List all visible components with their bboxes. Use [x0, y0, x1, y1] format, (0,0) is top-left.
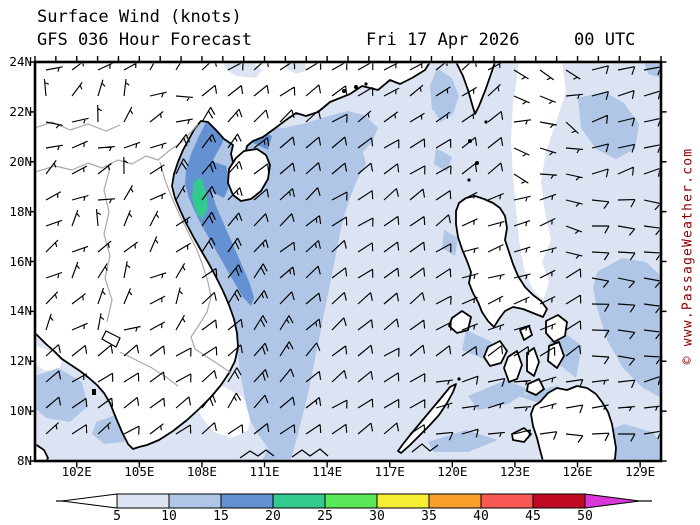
babuyan-islet-3	[467, 178, 471, 182]
colorbar-label-20: 20	[265, 509, 281, 524]
colorbar-over-arrow	[584, 493, 641, 509]
bohol-island	[526, 378, 545, 396]
lat-label-20N: 20N	[9, 153, 32, 169]
colorbar-segment-5	[376, 493, 430, 509]
colorbar-segment-2	[220, 493, 274, 509]
negros-island	[503, 350, 523, 383]
watermark: © www.PassageWeather.com	[680, 147, 696, 365]
samar-island	[545, 314, 568, 343]
valid-time: 00 UTC	[574, 30, 636, 50]
chart-title: Surface Wind (knots)	[37, 7, 242, 27]
lon-label-108E: 108E	[186, 464, 217, 479]
lat-label-18N: 18N	[9, 203, 32, 219]
lon-label-117E: 117E	[374, 464, 405, 479]
lon-label-126E: 126E	[562, 464, 593, 479]
colorbar-segment-8	[532, 493, 586, 509]
coastal-islet	[354, 85, 358, 89]
hongkong-islet	[342, 89, 346, 93]
spratly-reefs-3	[411, 443, 439, 453]
lat-label-16N: 16N	[9, 253, 32, 269]
lat-label-12N: 12N	[9, 353, 32, 369]
lon-label-123E: 123E	[499, 464, 530, 479]
colorbar-label-10: 10	[161, 509, 177, 524]
coastlines-layer	[36, 63, 617, 460]
asia-mainland	[36, 63, 431, 450]
lat-label-14N: 14N	[9, 303, 32, 319]
strong-wind-patch	[192, 177, 208, 219]
small-features-layer	[92, 82, 488, 459]
spratly-reefs-2	[291, 448, 329, 458]
colorbar-segment-0	[116, 493, 170, 509]
colorbar-label-30: 30	[369, 509, 385, 524]
batanes-islet	[484, 120, 488, 124]
valid-date: Fri 17 Apr 2026	[366, 30, 520, 50]
lon-label-105E: 105E	[124, 464, 155, 479]
luzon-island	[455, 195, 548, 328]
axis-ticks	[29, 56, 667, 468]
lat-label-8N: 8N	[16, 453, 32, 468]
thai-peninsula-corner	[36, 443, 49, 460]
mindoro-island	[448, 310, 472, 334]
lon-label-114E: 114E	[312, 464, 343, 479]
colorbar-label-15: 15	[213, 509, 229, 524]
colorbar-segment-6	[428, 493, 482, 509]
cebu-island	[526, 347, 540, 377]
lat-label-24N: 24N	[9, 54, 32, 69]
colorbar-label-35: 35	[421, 509, 437, 524]
colorbar-label-45: 45	[525, 509, 541, 524]
colorbar-segment-4	[324, 493, 378, 509]
colorbar-segment-3	[272, 493, 326, 509]
map-layers	[36, 63, 660, 460]
tonle-sap-lake	[101, 330, 121, 348]
colorbar-segments	[116, 493, 586, 509]
land-wind-patch-2	[286, 63, 308, 74]
lat-label-22N: 22N	[9, 103, 32, 119]
cuyo-islet	[457, 377, 461, 381]
model-subtitle: GFS 036 Hour Forecast	[37, 30, 252, 50]
wind-barbs-layer	[43, 63, 660, 443]
coastal-islet-2	[364, 82, 368, 86]
taiwan-south	[455, 63, 496, 115]
lon-label-102E: 102E	[61, 464, 92, 479]
lat-label-10N: 10N	[9, 403, 32, 419]
colorbar-label-50: 50	[577, 509, 593, 524]
colorbar-label-25: 25	[317, 509, 333, 524]
colorbar	[56, 493, 652, 509]
colorbar-under-arrow	[61, 493, 118, 509]
colorbar-label-40: 40	[473, 509, 489, 524]
masbate-island	[519, 325, 533, 341]
colorbar-segment-1	[168, 493, 222, 509]
colorbar-segment-7	[480, 493, 534, 509]
lon-label-129E: 129E	[625, 464, 656, 479]
colorbar-label-5: 5	[113, 509, 121, 524]
phu-quoc-island	[92, 389, 96, 395]
spratly-reefs	[239, 449, 275, 459]
lon-label-120E: 120E	[437, 464, 468, 479]
lon-label-111E: 111E	[249, 464, 280, 479]
